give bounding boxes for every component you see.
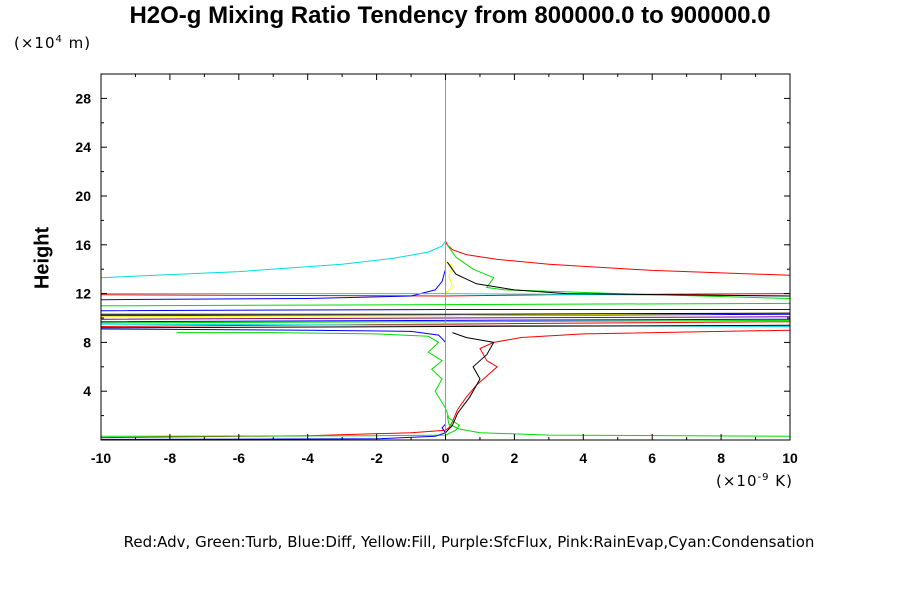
x-tick-label: -10 xyxy=(91,450,111,466)
series-line-24 xyxy=(445,332,495,434)
y-tick-label: 24 xyxy=(75,139,91,155)
y-unit-suffix: m) xyxy=(62,34,92,52)
series-line-25 xyxy=(446,261,790,297)
legend-text: Red:Adv, Green:Turb, Blue:Diff, Yellow:F… xyxy=(123,533,815,551)
x-tick-label: 10 xyxy=(782,450,798,466)
y-axis-unit: (×104 m) xyxy=(14,34,91,52)
y-unit-prefix: (×10 xyxy=(14,34,56,52)
x-axis-unit: (×10-9 K) xyxy=(716,472,793,490)
series-line-5 xyxy=(446,415,790,437)
series-line-0 xyxy=(101,329,790,439)
y-tick-label: 12 xyxy=(75,286,91,302)
series-line-4 xyxy=(101,332,461,437)
x-tick-label: -8 xyxy=(164,450,177,466)
series-line-6 xyxy=(446,244,790,299)
x-tick-label: -2 xyxy=(370,450,383,466)
x-tick-label: 0 xyxy=(442,450,450,466)
series-line-23 xyxy=(101,312,790,315)
y-tick-label: 20 xyxy=(75,188,91,204)
series-line-3 xyxy=(101,293,790,297)
series-layer xyxy=(101,74,790,440)
x-tick-label: -4 xyxy=(301,450,314,466)
x-tick-label: 2 xyxy=(511,450,519,466)
x-tick-label: 4 xyxy=(579,450,587,466)
x-tick-label: 6 xyxy=(648,450,656,466)
x-unit-suffix: K) xyxy=(769,472,793,490)
y-tick-label: 28 xyxy=(75,90,91,106)
y-tick-label: 4 xyxy=(83,383,91,399)
series-line-18 xyxy=(101,240,446,279)
series-line-22 xyxy=(101,324,790,329)
series-line-16 xyxy=(445,261,454,294)
x-tick-label: -6 xyxy=(233,450,246,466)
x-tick-label: 8 xyxy=(717,450,725,466)
x-unit-exponent: -9 xyxy=(757,472,770,483)
y-tick-label: 16 xyxy=(75,237,91,253)
series-line-14 xyxy=(101,269,446,301)
x-unit-prefix: (×10 xyxy=(716,472,758,490)
y-tick-label: 8 xyxy=(83,334,91,350)
chart-title: H2O-g Mixing Ratio Tendency from 800000.… xyxy=(129,2,771,29)
y-unit-exponent: 4 xyxy=(55,34,63,45)
series-line-1 xyxy=(445,240,790,276)
series-line-10 xyxy=(101,328,446,343)
